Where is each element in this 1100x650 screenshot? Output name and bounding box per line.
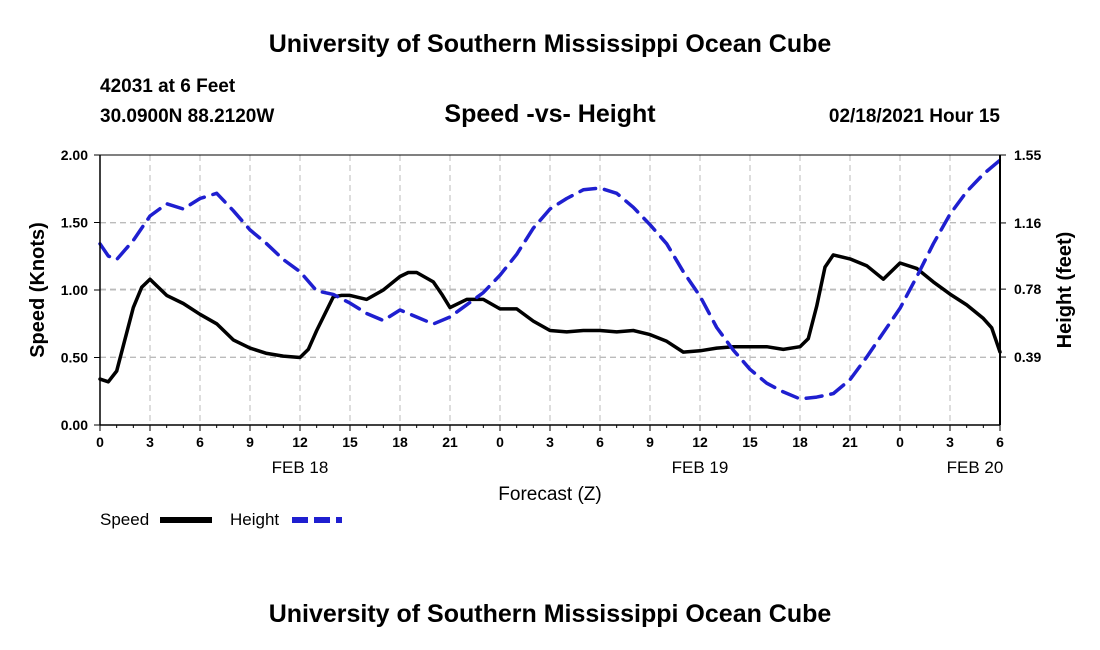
x-tick-label-17: 3 <box>946 434 954 450</box>
x-tick-label-12: 12 <box>692 434 708 450</box>
y-tick-label-4: 2.00 <box>61 147 88 163</box>
x-tick-label-5: 15 <box>342 434 358 450</box>
x-tick-label-7: 21 <box>442 434 458 450</box>
chart-subtitle: Speed -vs- Height <box>444 100 656 128</box>
x-tick-label-13: 15 <box>742 434 758 450</box>
x-tick-label-2: 6 <box>196 434 204 450</box>
x-tick-label-3: 9 <box>246 434 254 450</box>
x-tick-label-15: 21 <box>842 434 858 450</box>
y-axis-title-right: Height (feet) <box>1054 232 1076 349</box>
chart-title-top: University of Southern Mississippi Ocean… <box>268 30 832 58</box>
y-tick-label-1: 0.50 <box>61 350 88 366</box>
date-label-0: FEB 18 <box>272 458 329 477</box>
x-tick-label-18: 6 <box>996 434 1004 450</box>
x-tick-label-9: 3 <box>546 434 554 450</box>
station-label: 42031 at 6 Feet <box>100 76 236 97</box>
date-label-2: FEB 20 <box>947 458 1004 477</box>
y-right-tick-label-2: 1.16 <box>1014 215 1041 231</box>
y-tick-label-0: 0.00 <box>61 417 88 433</box>
x-tick-label-4: 12 <box>292 434 308 450</box>
x-tick-label-14: 18 <box>792 434 808 450</box>
x-tick-label-6: 18 <box>392 434 408 450</box>
x-tick-label-8: 0 <box>496 434 504 450</box>
date-label-1: FEB 19 <box>672 458 729 477</box>
coordinates-label: 30.0900N 88.2120W <box>100 106 275 127</box>
forecast-datetime: 02/18/2021 Hour 15 <box>828 106 1000 127</box>
y-tick-label-2: 1.00 <box>61 282 88 298</box>
y-right-tick-label-3: 1.55 <box>1014 147 1041 163</box>
series-line-speed <box>98 253 1002 384</box>
legend-height-label: Height <box>230 510 279 529</box>
x-tick-label-10: 6 <box>596 434 604 450</box>
y-tick-label-3: 1.50 <box>61 215 88 231</box>
y-axis-title-left: Speed (Knots) <box>27 222 49 358</box>
series-line-height <box>98 158 1002 401</box>
legend-speed-label: Speed <box>100 510 149 529</box>
x-tick-label-16: 0 <box>896 434 904 450</box>
x-tick-label-0: 0 <box>96 434 104 450</box>
chart-title-bottom: University of Southern Mississippi Ocean… <box>268 600 832 628</box>
x-tick-label-11: 9 <box>646 434 654 450</box>
y-right-tick-label-0: 0.39 <box>1014 349 1041 365</box>
x-axis-title: Forecast (Z) <box>498 484 601 505</box>
x-tick-label-1: 3 <box>146 434 154 450</box>
y-right-tick-label-1: 0.78 <box>1014 281 1041 297</box>
